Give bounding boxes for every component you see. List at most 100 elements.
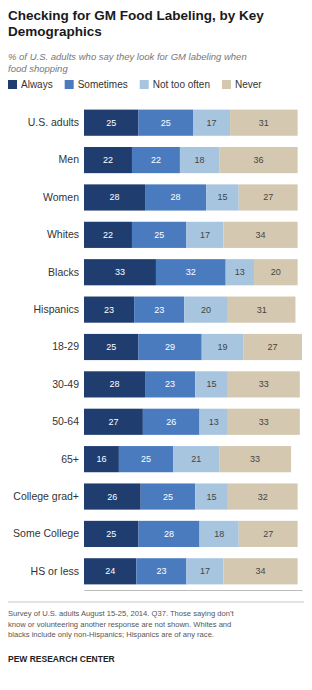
- data-label: 25: [106, 118, 116, 128]
- bar: [173, 446, 219, 472]
- y-tick-label: HS or less: [31, 565, 79, 577]
- y-tick-label: U.S. adults: [28, 116, 79, 128]
- data-label: 31: [259, 118, 269, 128]
- bar: [200, 521, 239, 547]
- bar: [139, 521, 200, 547]
- bar: [193, 110, 230, 136]
- bar: [134, 297, 184, 323]
- bar: [219, 446, 291, 472]
- bar: [195, 371, 228, 397]
- subtitle-line: % of U.S. adults who say they look for G…: [8, 51, 247, 62]
- data-label: 26: [166, 417, 176, 427]
- bar: [145, 184, 206, 210]
- data-label: 17: [200, 230, 210, 240]
- bar: [180, 147, 219, 173]
- bar: [200, 409, 228, 435]
- bar: [224, 558, 298, 584]
- y-tick: 18-29: [52, 340, 79, 352]
- data-label: 33: [250, 454, 260, 464]
- data-label: 25: [163, 492, 173, 502]
- y-tick-label: 30-49: [52, 378, 79, 390]
- subtitle-line: food shopping: [8, 63, 68, 74]
- data-label: 23: [104, 305, 114, 315]
- bar: [206, 184, 239, 210]
- title-line: Demographics: [8, 24, 102, 39]
- data-labels: 2522282233232528271626252425222825322329…: [96, 118, 280, 577]
- footnote-line: blacks include only non-Hispanics; Hispa…: [8, 630, 214, 639]
- data-label: 27: [108, 417, 118, 427]
- bar: [84, 446, 119, 472]
- bar: [84, 409, 143, 435]
- data-label: 32: [186, 267, 196, 277]
- y-tick-label: Whites: [47, 228, 79, 240]
- bar: [254, 259, 298, 285]
- legend-label: Always: [21, 79, 53, 90]
- legend-item: Always: [8, 79, 53, 90]
- bar: [184, 297, 228, 323]
- bar: [84, 371, 145, 397]
- bar: [230, 110, 298, 136]
- data-label: 17: [200, 566, 210, 576]
- data-label: 27: [263, 529, 273, 539]
- separator: [8, 602, 304, 603]
- y-tick: 65+: [61, 453, 79, 465]
- data-label: 36: [253, 155, 263, 165]
- data-label: 28: [171, 192, 181, 202]
- data-label: 15: [207, 379, 217, 389]
- bar: [202, 334, 243, 360]
- data-label: 16: [96, 454, 106, 464]
- data-label: 23: [165, 379, 175, 389]
- data-label: 17: [207, 118, 217, 128]
- data-label: 31: [257, 305, 267, 315]
- x-axis-line: [85, 590, 303, 591]
- bar: [145, 371, 195, 397]
- data-label: 28: [164, 529, 174, 539]
- x-axis: [85, 590, 303, 591]
- y-tick: Whites: [47, 228, 79, 240]
- source: PEW RESEARCH CENTER: [8, 654, 115, 664]
- y-tick: 50-64: [52, 415, 79, 427]
- title: Checking for GM Food Labeling, by KeyDem…: [8, 8, 264, 39]
- y-tick: Some College: [13, 527, 79, 539]
- bar: [119, 446, 174, 472]
- legend: Always Sometimes Not too often Never: [8, 79, 262, 90]
- y-tick-label: Men: [59, 153, 80, 165]
- data-label: 33: [259, 417, 269, 427]
- footnote: Survey of U.S. adults August 15-25, 2014…: [8, 609, 235, 639]
- data-label: 34: [256, 230, 266, 240]
- bar: [84, 110, 139, 136]
- bar: [239, 521, 298, 547]
- data-label: 34: [256, 566, 266, 576]
- y-tick: Women: [43, 191, 79, 203]
- bar: [143, 409, 200, 435]
- source-line: PEW RESEARCH CENTER: [8, 654, 115, 664]
- data-label: 20: [271, 267, 281, 277]
- data-label: 26: [107, 492, 117, 502]
- legend-item: Sometimes: [65, 79, 128, 90]
- data-label: 13: [235, 267, 245, 277]
- data-label: 23: [156, 566, 166, 576]
- y-tick-label: Hispanics: [33, 303, 79, 315]
- y-tick-label: 18-29: [52, 340, 79, 352]
- y-tick-label: 65+: [61, 453, 79, 465]
- bar: [132, 147, 180, 173]
- bar: [139, 110, 194, 136]
- y-tick: Men: [59, 153, 80, 165]
- data-label: 27: [263, 192, 273, 202]
- bar: [139, 334, 202, 360]
- data-label: 15: [217, 192, 227, 202]
- legend-item: Not too often: [140, 79, 210, 90]
- y-axis: U.S. adultsMenWomenWhitesBlacksHispanics…: [13, 116, 79, 577]
- data-label: 25: [141, 454, 151, 464]
- footnote-line: know or volunteering another response ar…: [8, 620, 231, 629]
- bar: [84, 558, 136, 584]
- legend-label: Never: [235, 79, 262, 90]
- bar: [84, 297, 134, 323]
- data-label: 28: [110, 192, 120, 202]
- bar: [132, 222, 187, 248]
- bar: [156, 259, 226, 285]
- y-tick: HS or less: [31, 565, 79, 577]
- data-label: 19: [217, 342, 227, 352]
- y-tick-label: Some College: [13, 527, 79, 539]
- bar: [84, 521, 139, 547]
